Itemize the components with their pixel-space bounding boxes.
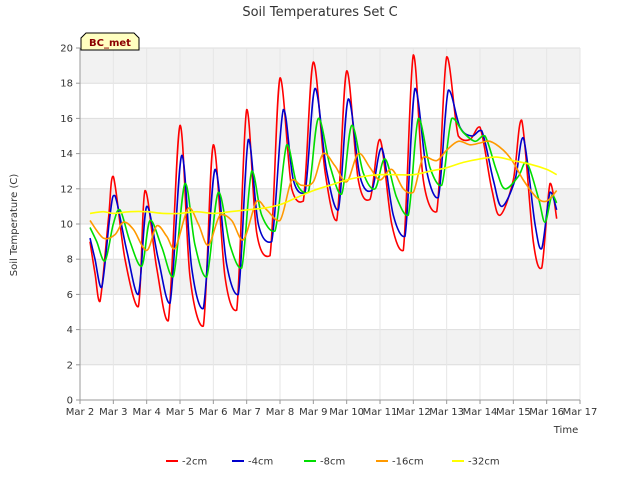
- legend-label: -8cm: [320, 457, 345, 468]
- y-tick-label: 4: [67, 325, 73, 336]
- series-line: [89, 54, 558, 327]
- legend: -2cm -4cm -8cm -16cm -32cm: [166, 457, 500, 468]
- series-line: [89, 140, 558, 252]
- x-tick-label: Mar 17: [563, 407, 598, 418]
- y-tick-label: 6: [67, 290, 73, 301]
- x-tick-label: Mar 10: [329, 407, 364, 418]
- x-tick-label: Mar 14: [463, 407, 498, 418]
- badge-box: [80, 32, 140, 51]
- y-tick-label: 16: [60, 114, 73, 125]
- y-tick-label: 2: [67, 360, 73, 371]
- axes: 0 2 4 6 8 10 12 14 16 18 20 Mar 2 Mar 3 Mar 4 Mar 5 Mar…: [60, 44, 597, 419]
- badge-label: BC_met: [89, 38, 131, 49]
- y-tick-label: 8: [67, 255, 73, 266]
- x-tick-label: Mar 3: [99, 407, 127, 418]
- x-tick-label: Mar 5: [166, 407, 194, 418]
- x-tick-label: Mar 2: [66, 407, 94, 418]
- chart-title: Soil Temperatures Set C: [242, 5, 397, 20]
- x-tick-label: Mar 12: [396, 407, 431, 418]
- station-badge: BC_met: [80, 32, 140, 51]
- y-tick-label: 18: [60, 79, 73, 90]
- plot-band: [80, 118, 580, 154]
- series-layer: [89, 54, 558, 327]
- x-tick-label: Mar 4: [132, 407, 160, 418]
- legend-label: -32cm: [468, 457, 500, 468]
- x-tick-label: Mar 8: [266, 407, 294, 418]
- y-tick-label: 0: [67, 396, 73, 407]
- plot-band: [80, 329, 580, 365]
- x-axis-label: Time: [553, 425, 578, 436]
- x-tick-label: Mar 7: [232, 407, 260, 418]
- y-tick-label: 20: [60, 44, 73, 55]
- y-tick-label: 14: [60, 149, 73, 160]
- x-tick-label: Mar 13: [429, 407, 464, 418]
- x-tick-label: Mar 9: [299, 407, 327, 418]
- legend-label: -16cm: [392, 457, 424, 468]
- y-tick-label: 10: [60, 220, 73, 231]
- x-tick-label: Mar 11: [363, 407, 398, 418]
- x-tick-label: Mar 6: [199, 407, 227, 418]
- x-tick-label: Mar 16: [529, 407, 564, 418]
- series-line: [89, 156, 558, 215]
- x-tick-label: Mar 15: [496, 407, 531, 418]
- series-line: [89, 87, 558, 310]
- plot-band: [80, 48, 580, 84]
- legend-label: -4cm: [248, 457, 273, 468]
- y-axis-label: Soil Temperature (C): [9, 174, 20, 277]
- y-tick-label: 12: [60, 184, 73, 195]
- legend-label: -2cm: [182, 457, 207, 468]
- plot-band: [80, 259, 580, 295]
